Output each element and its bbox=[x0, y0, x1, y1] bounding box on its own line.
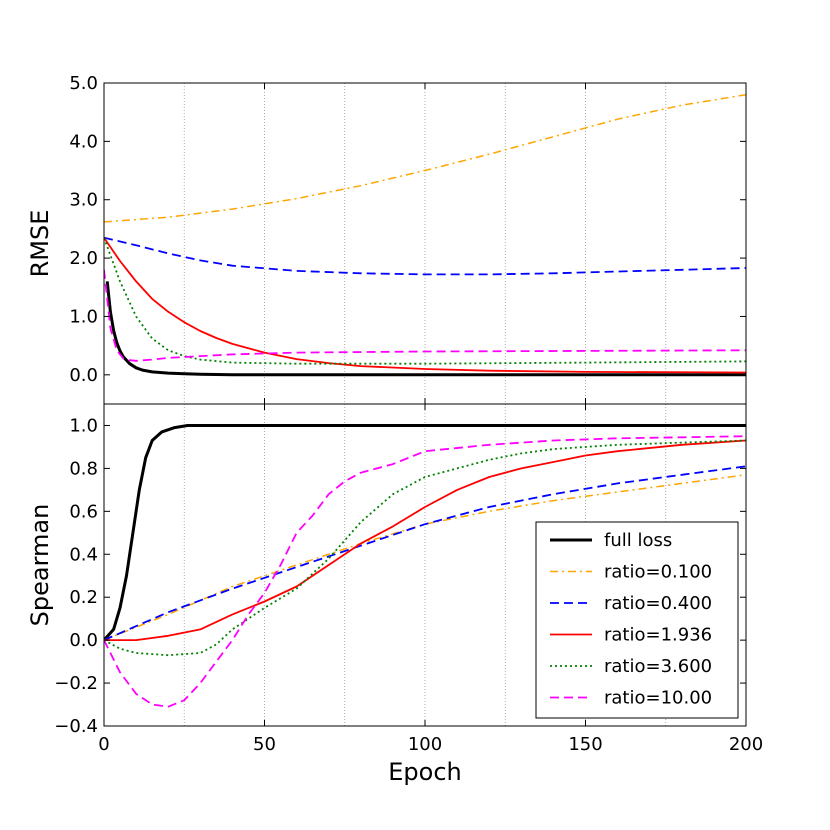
y-tick-label: −0.2 bbox=[54, 673, 98, 694]
legend-label: ratio=0.100 bbox=[604, 562, 712, 583]
y-tick-label: 2.0 bbox=[69, 248, 98, 269]
y-tick-label: 1.0 bbox=[69, 415, 98, 436]
top-panel: 0.0 1.0 2.0 3.0 4.0 5.0 RMSE bbox=[26, 73, 747, 405]
y-axis-label: Spearman bbox=[26, 504, 54, 627]
legend-label: full loss bbox=[604, 530, 672, 551]
y-tick-label: 4.0 bbox=[69, 131, 98, 152]
y-tick-label: 0.6 bbox=[69, 501, 98, 522]
y-tick-label: 1.0 bbox=[69, 306, 98, 327]
series-line-ratio-0-100 bbox=[104, 93, 746, 223]
y-tick-label: 5.0 bbox=[69, 73, 98, 94]
bottom-panel: −0.4 −0.2 0.0 0.2 0.4 0.6 0.8 1.0 0 50 100 150 200 Sp… bbox=[26, 403, 763, 786]
series-line-ratio-1-936 bbox=[104, 237, 746, 374]
series-line-ratio-10-00 bbox=[104, 435, 746, 708]
series-line-ratio-0-400 bbox=[104, 236, 746, 276]
series-line-ratio-10-00 bbox=[104, 269, 746, 362]
y-tick-label: 3.0 bbox=[69, 190, 98, 211]
y-tick-label: 0.0 bbox=[69, 630, 98, 651]
y-axis-label: RMSE bbox=[26, 210, 54, 278]
y-tick-label: 0.2 bbox=[69, 587, 98, 608]
y-tick-label: 0.8 bbox=[69, 458, 98, 479]
legend-label: ratio=10.00 bbox=[604, 688, 712, 709]
x-tick-label: 0 bbox=[98, 734, 109, 755]
series-line-full-loss bbox=[105, 281, 746, 377]
series-line-ratio-0-400 bbox=[104, 465, 746, 641]
legend-label: ratio=1.936 bbox=[604, 625, 712, 646]
legend-label: ratio=0.400 bbox=[604, 593, 712, 614]
x-tick-label: 150 bbox=[568, 734, 602, 755]
legend-box bbox=[535, 521, 739, 719]
x-axis-label: Epoch bbox=[388, 758, 462, 786]
x-tick-label: 50 bbox=[253, 734, 276, 755]
y-tick-label: −0.4 bbox=[54, 716, 98, 737]
legend: full loss ratio=0.100 ratio=0.400 ratio=1.9… bbox=[535, 521, 739, 719]
x-tick-label: 100 bbox=[408, 734, 442, 755]
series-line-full-loss bbox=[104, 424, 746, 642]
legend-label: ratio=3.600 bbox=[604, 656, 712, 677]
x-tick-label: 200 bbox=[729, 734, 763, 755]
y-tick-label: 0.0 bbox=[69, 365, 98, 386]
series-line-ratio-1-936 bbox=[104, 439, 746, 641]
y-tick-label: 0.4 bbox=[69, 544, 98, 565]
